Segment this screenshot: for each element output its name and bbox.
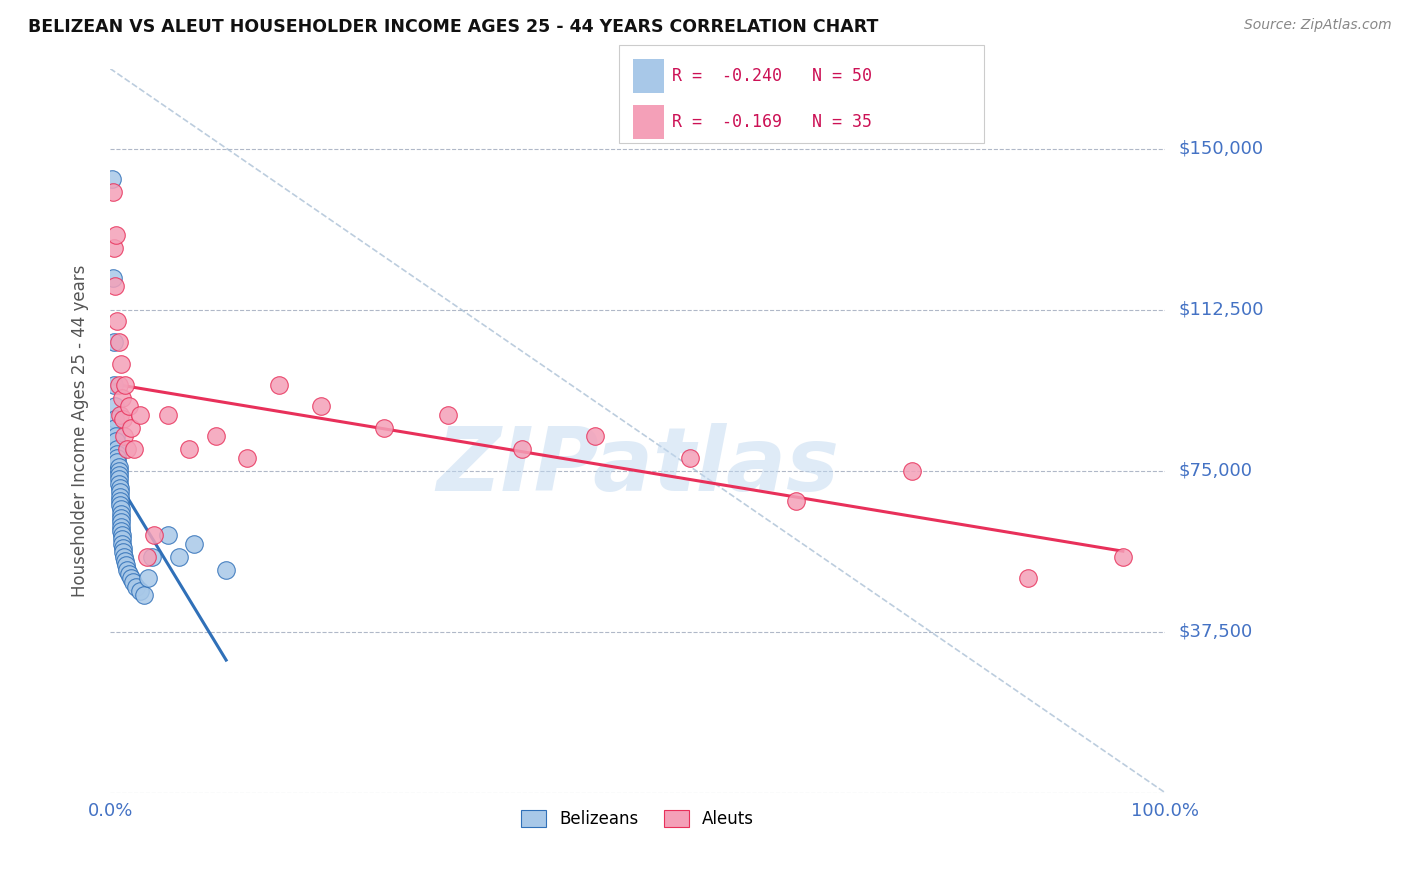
Point [373,421,395,435]
Text: $75,000: $75,000 [1180,462,1253,480]
Point [104,279,127,293]
Point [110,507,132,521]
Point [128,584,150,599]
Text: Source: ZipAtlas.com: Source: ZipAtlas.com [1244,18,1392,32]
Point [112,429,135,443]
Point [107,378,129,392]
Point [115,558,138,573]
Point [120,571,142,585]
Point [105,227,128,242]
Point [112,549,135,564]
Point [179,442,201,457]
Point [108,490,131,504]
Point [183,537,205,551]
Point [785,493,807,508]
Point [118,566,141,581]
Point [236,450,259,465]
Text: R =  -0.240   N = 50: R = -0.240 N = 50 [672,67,872,85]
Point [107,468,129,483]
Point [103,241,125,255]
Point [107,447,129,461]
Point [141,549,163,564]
Point [136,571,159,585]
Point [107,476,129,491]
Point [136,549,159,564]
Point [107,472,129,486]
Point [124,442,146,457]
Point [167,549,190,564]
Y-axis label: Householder Income Ages 25 - 44 years: Householder Income Ages 25 - 44 years [72,264,89,597]
Point [104,400,127,414]
Text: $150,000: $150,000 [1180,140,1264,158]
Text: $37,500: $37,500 [1180,623,1253,640]
Point [132,588,155,602]
Point [122,575,145,590]
Point [107,459,129,474]
Point [103,334,125,349]
Point [107,313,129,327]
Point [103,378,125,392]
Point [901,464,924,478]
Point [104,421,127,435]
Point [107,450,129,465]
Point [1017,571,1039,585]
Point [204,429,226,443]
Point [125,580,148,594]
Point [103,185,125,199]
Point [107,442,129,457]
Point [510,442,533,457]
Point [111,541,134,555]
Point [157,408,180,422]
Point [157,528,180,542]
Point [108,408,131,422]
Point [267,378,290,392]
Point [110,524,132,538]
Point [108,493,131,508]
Point [103,270,125,285]
Point [1112,549,1135,564]
Point [436,408,458,422]
Point [108,498,131,512]
Point [110,357,132,371]
Point [111,391,134,405]
Point [120,421,142,435]
Point [108,485,131,500]
Point [118,400,141,414]
Legend: Belizeans, Aleuts: Belizeans, Aleuts [515,804,761,835]
Point [110,502,132,516]
Point [108,481,131,495]
Point [679,450,702,465]
Point [104,412,127,426]
Point [101,172,124,186]
Point [107,455,129,469]
Point [110,511,132,525]
Point [111,537,134,551]
Text: ZIPatlas: ZIPatlas [436,424,839,510]
Point [115,442,138,457]
Point [128,408,150,422]
Point [110,516,132,530]
Point [105,434,128,448]
Point [111,533,134,547]
Point [215,562,238,576]
Point [110,519,132,533]
Point [114,378,136,392]
Point [111,412,134,426]
Point [583,429,606,443]
Text: $112,500: $112,500 [1180,301,1264,319]
Point [143,528,166,542]
Point [107,464,129,478]
Point [111,528,134,542]
Point [105,429,128,443]
Text: BELIZEAN VS ALEUT HOUSEHOLDER INCOME AGES 25 - 44 YEARS CORRELATION CHART: BELIZEAN VS ALEUT HOUSEHOLDER INCOME AGE… [28,18,879,36]
Point [111,545,134,559]
Point [107,334,129,349]
Point [115,562,138,576]
Point [114,554,136,568]
Text: R =  -0.169   N = 35: R = -0.169 N = 35 [672,112,872,131]
Point [309,400,332,414]
